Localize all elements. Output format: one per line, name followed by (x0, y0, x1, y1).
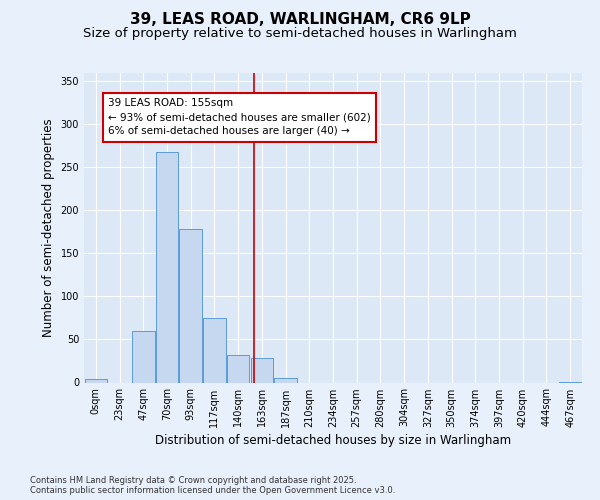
Bar (85, 379, 107, 382)
Bar (179, 229, 202, 382)
Bar (227, 355, 250, 382)
Y-axis label: Number of semi-detached properties: Number of semi-detached properties (42, 118, 55, 337)
Bar (132, 331, 155, 382)
Text: 39, LEAS ROAD, WARLINGHAM, CR6 9LP: 39, LEAS ROAD, WARLINGHAM, CR6 9LP (130, 12, 470, 28)
Bar (251, 358, 273, 382)
Text: 39 LEAS ROAD: 155sqm
← 93% of semi-detached houses are smaller (602)
6% of semi-: 39 LEAS ROAD: 155sqm ← 93% of semi-detac… (108, 98, 370, 136)
Bar (156, 152, 178, 382)
Bar (203, 318, 226, 382)
Text: Contains HM Land Registry data © Crown copyright and database right 2025.
Contai: Contains HM Land Registry data © Crown c… (30, 476, 395, 495)
Text: Size of property relative to semi-detached houses in Warlingham: Size of property relative to semi-detach… (83, 28, 517, 40)
Bar (274, 378, 297, 382)
X-axis label: Distribution of semi-detached houses by size in Warlingham: Distribution of semi-detached houses by … (155, 434, 511, 447)
